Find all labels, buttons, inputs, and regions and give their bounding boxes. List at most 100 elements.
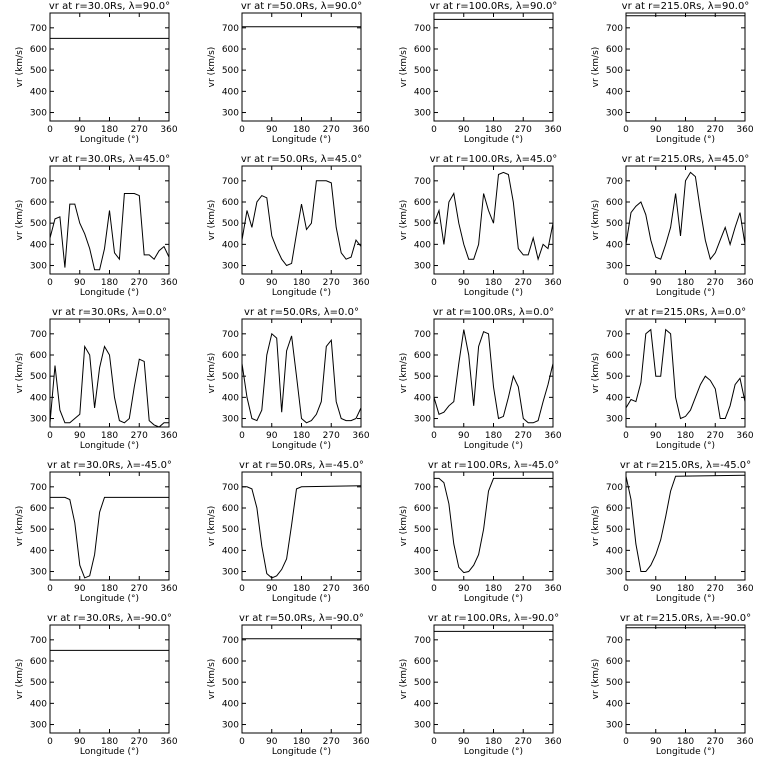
y-tick-label: 500: [30, 525, 47, 535]
x-tick-label: 90: [650, 125, 662, 135]
panel-title: vr at r=100.0Rs, λ=-90.0°: [428, 613, 559, 624]
x-tick-label: 0: [239, 278, 245, 288]
y-tick-label: 500: [606, 66, 623, 76]
x-axis-label: Longitude (°): [656, 288, 715, 298]
x-tick-label: 90: [74, 125, 86, 135]
y-tick-label: 600: [414, 657, 431, 667]
x-tick-label: 0: [431, 737, 437, 747]
panel-title: vr at r=100.0Rs, λ=90.0°: [430, 1, 558, 12]
y-tick-label: 400: [222, 699, 239, 709]
x-tick-label: 360: [160, 125, 177, 135]
y-tick-label: 600: [414, 351, 431, 361]
x-tick-label: 90: [458, 737, 470, 747]
x-axis-label: Longitude (°): [464, 441, 523, 451]
x-tick-label: 360: [544, 125, 561, 135]
x-axis-label: Longitude (°): [272, 135, 331, 145]
y-tick-label: 600: [30, 198, 47, 208]
x-tick-label: 90: [458, 278, 470, 288]
x-tick-label: 0: [47, 278, 53, 288]
x-axis-label: Longitude (°): [464, 747, 523, 757]
y-tick-label: 500: [606, 372, 623, 382]
y-tick-label: 500: [606, 525, 623, 535]
panel-title: vr at r=100.0Rs, λ=45.0°: [430, 154, 558, 165]
x-tick-label: 0: [431, 584, 437, 594]
y-axis-label: vr (km/s): [591, 659, 601, 700]
x-tick-label: 270: [131, 737, 148, 747]
x-tick-label: 0: [431, 431, 437, 441]
data-line: [434, 477, 553, 574]
x-tick-label: 180: [677, 584, 694, 594]
y-tick-label: 500: [414, 372, 431, 382]
x-tick-label: 90: [74, 584, 86, 594]
x-tick-label: 270: [131, 125, 148, 135]
x-tick-label: 0: [623, 584, 629, 594]
x-tick-label: 0: [239, 125, 245, 135]
y-axis-label: vr (km/s): [207, 353, 217, 394]
x-tick-label: 0: [623, 278, 629, 288]
y-tick-label: 500: [606, 678, 623, 688]
y-tick-label: 700: [222, 636, 239, 646]
y-tick-label: 400: [30, 393, 47, 403]
y-tick-label: 400: [606, 393, 623, 403]
y-tick-label: 400: [222, 546, 239, 556]
x-tick-label: 0: [431, 278, 437, 288]
data-line: [625, 328, 746, 420]
x-tick-label: 180: [485, 584, 502, 594]
y-tick-label: 500: [30, 66, 47, 76]
y-tick-label: 400: [414, 546, 431, 556]
x-tick-label: 360: [352, 278, 369, 288]
y-tick-label: 300: [606, 262, 623, 272]
x-tick-label: 360: [160, 737, 177, 747]
y-tick-label: 700: [414, 636, 431, 646]
y-tick-label: 600: [606, 198, 623, 208]
y-axis-label: vr (km/s): [591, 353, 601, 394]
x-tick-label: 180: [293, 278, 310, 288]
x-tick-label: 180: [677, 431, 694, 441]
plot-frame: [241, 165, 362, 275]
x-tick-label: 360: [352, 584, 369, 594]
panel-title: vr at r=30.0Rs, λ=90.0°: [49, 1, 170, 12]
x-tick-label: 270: [707, 737, 724, 747]
x-tick-label: 270: [323, 431, 340, 441]
x-tick-label: 180: [101, 278, 118, 288]
y-axis-label: vr (km/s): [15, 659, 25, 700]
x-tick-label: 360: [160, 278, 177, 288]
panel-title: vr at r=30.0Rs, λ=0.0°: [52, 307, 167, 318]
y-tick-label: 700: [414, 177, 431, 187]
y-axis-label: vr (km/s): [399, 659, 409, 700]
x-tick-label: 90: [458, 584, 470, 594]
x-tick-label: 180: [293, 125, 310, 135]
y-tick-label: 600: [222, 657, 239, 667]
x-tick-label: 0: [623, 737, 629, 747]
x-tick-label: 360: [736, 278, 753, 288]
x-tick-label: 270: [323, 584, 340, 594]
y-tick-label: 600: [414, 45, 431, 55]
data-line: [625, 171, 746, 261]
x-tick-label: 180: [101, 431, 118, 441]
y-tick-label: 300: [30, 721, 47, 731]
x-axis-label: Longitude (°): [272, 441, 331, 451]
x-tick-label: 270: [131, 278, 148, 288]
y-axis-label: vr (km/s): [591, 47, 601, 88]
x-tick-label: 0: [239, 737, 245, 747]
panel-title: vr at r=215.0Rs, λ=45.0°: [622, 154, 750, 165]
x-tick-label: 360: [736, 431, 753, 441]
x-axis-label: Longitude (°): [80, 594, 139, 604]
y-axis-label: vr (km/s): [207, 47, 217, 88]
y-tick-label: 400: [606, 240, 623, 250]
y-tick-label: 300: [30, 415, 47, 425]
y-tick-label: 300: [222, 568, 239, 578]
y-tick-label: 300: [222, 721, 239, 731]
x-tick-label: 360: [736, 737, 753, 747]
y-tick-label: 300: [222, 109, 239, 119]
x-tick-label: 90: [650, 737, 662, 747]
y-axis-label: vr (km/s): [591, 506, 601, 547]
data-line: [433, 329, 554, 424]
x-tick-label: 180: [485, 125, 502, 135]
plot-frame: [433, 318, 554, 428]
x-tick-label: 90: [74, 737, 86, 747]
y-tick-label: 400: [222, 87, 239, 97]
x-tick-label: 90: [266, 278, 278, 288]
plot-frame: [625, 12, 746, 122]
y-tick-label: 400: [222, 393, 239, 403]
